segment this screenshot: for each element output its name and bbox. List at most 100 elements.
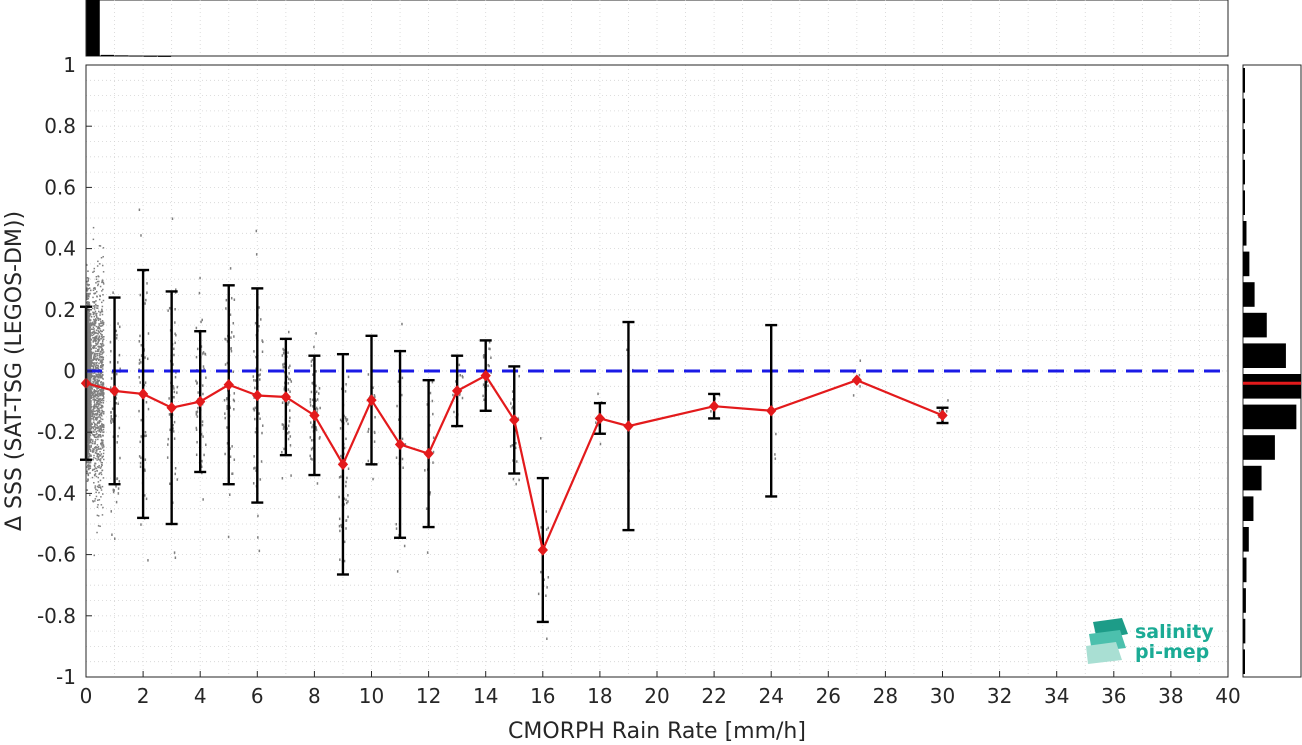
x-tick-label: 18	[587, 684, 612, 708]
scatter-point	[100, 345, 103, 347]
scatter-point	[346, 476, 348, 480]
scatter-point	[138, 455, 141, 458]
scatter-point	[201, 420, 204, 423]
top-histogram-bar	[129, 55, 143, 57]
right-histogram-bar	[1243, 527, 1249, 552]
y-tick-label: 0.4	[44, 237, 76, 261]
scatter-point	[87, 416, 90, 419]
scatter-point	[86, 452, 89, 454]
scatter-point	[102, 255, 104, 258]
scatter-point	[97, 260, 99, 263]
scatter-point	[96, 366, 98, 369]
scatter-point	[258, 412, 260, 415]
mean-series-markers	[80, 369, 948, 556]
scatter-point	[595, 421, 597, 424]
scatter-point	[90, 316, 93, 318]
scatter-point	[86, 430, 89, 433]
scatter-point	[202, 498, 204, 501]
scatter-point	[88, 437, 90, 440]
scatter-point	[96, 387, 98, 389]
x-tick-label: 16	[530, 684, 555, 708]
scatter-point	[94, 292, 96, 295]
scatter-point	[229, 447, 231, 450]
scatter-point	[97, 401, 99, 404]
scatter-point	[858, 373, 861, 377]
scatter-point	[103, 424, 105, 427]
scatter-point	[100, 310, 103, 313]
scatter-point	[89, 368, 92, 370]
scatter-point	[101, 305, 104, 308]
scatter-point	[774, 453, 776, 456]
scatter-point	[144, 356, 146, 359]
scatter-point	[98, 354, 101, 356]
scatter-point	[283, 388, 286, 391]
scatter-point	[96, 452, 98, 455]
scatter-point	[95, 467, 98, 470]
scatter-point	[94, 305, 96, 307]
scatter-point	[96, 432, 98, 435]
scatter-point	[102, 396, 105, 398]
scatter-point	[101, 446, 104, 449]
scatter-point	[95, 329, 98, 331]
scatter-point	[97, 445, 100, 448]
scatter-point	[92, 427, 95, 430]
scatter-point	[101, 279, 104, 282]
scatter-point	[88, 467, 90, 471]
scatter-point	[226, 426, 228, 429]
scatter-point	[88, 435, 91, 438]
scatter-point	[373, 440, 376, 443]
scatter-point	[90, 445, 92, 448]
scatter-point	[99, 312, 102, 314]
scatter-point	[404, 443, 407, 446]
scatter-point	[338, 476, 341, 479]
scatter-point	[112, 420, 114, 423]
scatter-point	[95, 414, 97, 416]
scatter-point	[95, 449, 97, 452]
scatter-point	[258, 549, 261, 553]
scatter-point	[258, 374, 260, 377]
scatter-point	[90, 422, 93, 424]
scatter-point	[90, 415, 93, 418]
scatter-point	[87, 393, 90, 396]
y-tick-label: 0.2	[44, 298, 76, 322]
scatter-point	[102, 283, 105, 285]
scatter-point	[110, 420, 112, 423]
scatter-point	[99, 426, 102, 428]
scatter-point	[88, 310, 91, 313]
scatter-point	[94, 365, 97, 368]
scatter-point	[86, 414, 89, 417]
scatter-point	[93, 410, 96, 412]
scatter-point	[92, 375, 95, 377]
scatter-point	[87, 362, 89, 364]
scatter-point	[343, 497, 345, 500]
scatter-point	[87, 316, 90, 319]
scatter-point	[93, 401, 96, 403]
scatter-point	[94, 418, 97, 420]
right-histogram-bar	[1243, 649, 1245, 674]
scatter-point	[96, 455, 98, 457]
scatter-point	[82, 366, 84, 369]
scatter-point	[88, 444, 90, 447]
scatter-point	[101, 264, 104, 267]
scatter-point	[98, 348, 100, 351]
scatter-point	[200, 320, 202, 324]
scatter-point	[226, 361, 229, 365]
scatter-point	[347, 467, 350, 471]
x-tick-label: 38	[1158, 684, 1183, 708]
scatter-point	[102, 428, 105, 431]
scatter-point	[99, 325, 102, 327]
y-axis-ticks: 1 0.8 0.6 0.4 0.2 0 -0.2 -0.4 -0.6 -0.8 -1	[37, 53, 92, 689]
scatter-point	[89, 319, 92, 321]
scatter-point	[947, 399, 949, 402]
scatter-point	[171, 217, 174, 220]
scatter-point	[98, 473, 100, 475]
scatter-point	[87, 434, 90, 437]
scatter-point	[166, 456, 169, 459]
top-histogram-bar	[100, 54, 115, 56]
scatter-point	[86, 335, 89, 338]
scatter-point	[100, 465, 103, 468]
scatter-point	[92, 368, 95, 371]
scatter-point	[340, 387, 343, 391]
scatter-point	[852, 394, 855, 397]
scatter-point	[140, 456, 142, 460]
